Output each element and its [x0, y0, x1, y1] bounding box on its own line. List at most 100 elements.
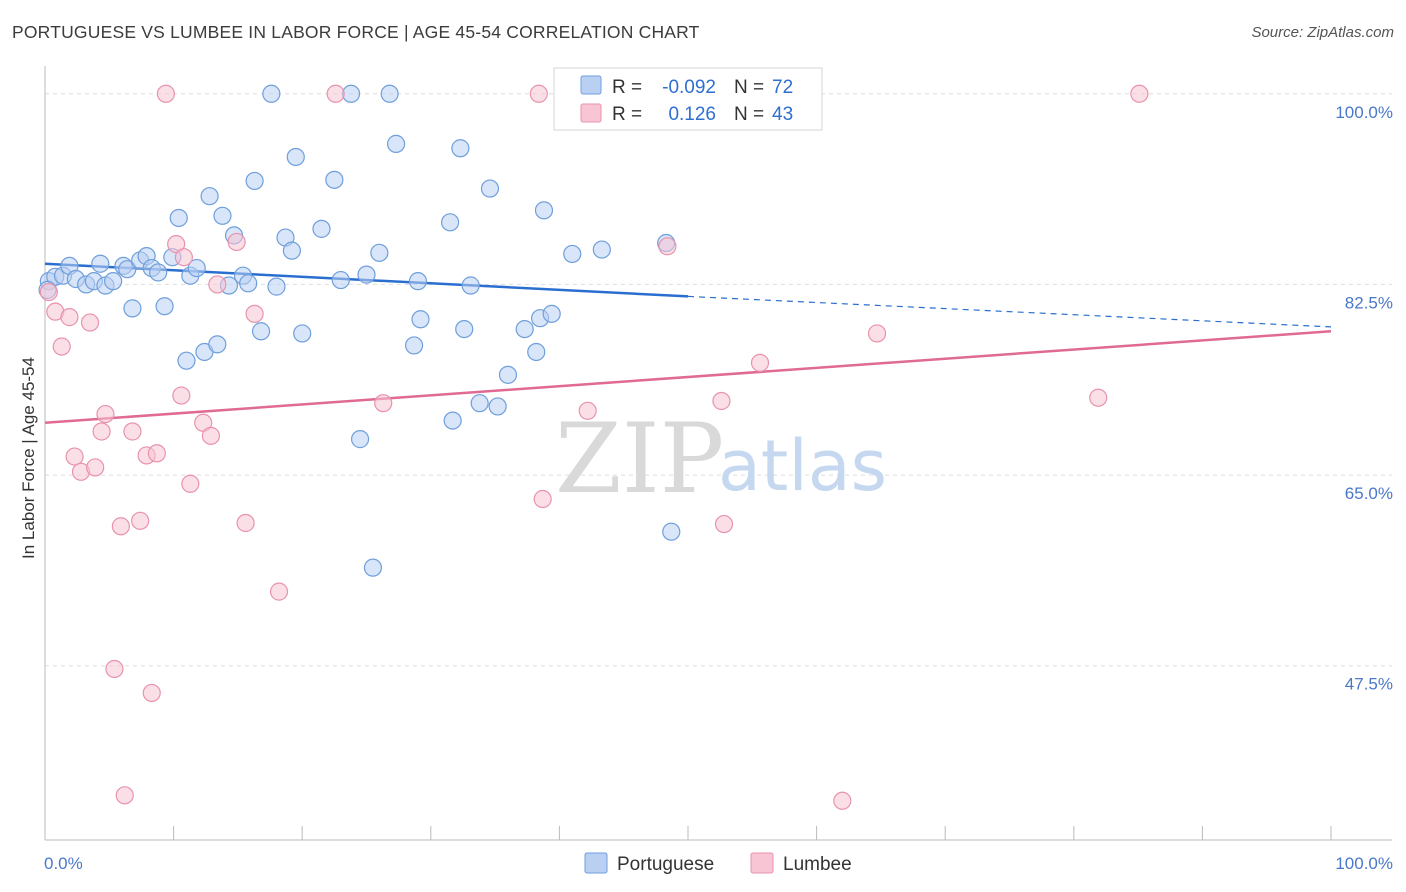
point-portuguese-65	[542, 304, 561, 323]
point-lumbee-25	[208, 275, 227, 294]
watermark-zip: ZIP	[555, 403, 724, 515]
legend-n-label-portuguese: N =	[734, 77, 764, 98]
point-portuguese-41	[331, 270, 350, 290]
point-portuguese-37	[293, 324, 312, 343]
point-portuguese-58	[480, 179, 500, 198]
point-lumbee-16	[142, 683, 161, 703]
point-lumbee-41	[1089, 388, 1108, 407]
point-lumbee-28	[245, 304, 264, 323]
point-portuguese-46	[370, 243, 389, 262]
bottom-legend-swatch-portuguese	[584, 852, 608, 874]
point-portuguese-35	[282, 241, 302, 260]
point-lumbee-32	[529, 84, 548, 103]
legend-r-value-lumbee: 0.126	[668, 104, 716, 125]
point-portuguese-7	[91, 254, 110, 273]
point-portuguese-48	[386, 134, 406, 153]
point-lumbee-26	[227, 232, 246, 252]
point-lumbee-34	[578, 401, 597, 420]
point-portuguese-31	[245, 171, 264, 191]
legend-n-value-lumbee: 43	[772, 104, 793, 125]
trend-lines	[44, 262, 1332, 425]
x-tick-label-1: 100.0%	[1335, 854, 1393, 873]
point-portuguese-12	[123, 299, 142, 318]
point-lumbee-33	[533, 489, 552, 509]
point-portuguese-22	[187, 258, 206, 278]
point-lumbee-8	[92, 422, 111, 441]
y-tick-label-2: 82.5%	[1345, 293, 1393, 312]
point-portuguese-57	[470, 394, 489, 413]
point-portuguese-30	[239, 274, 258, 293]
legend: R = -0.092 N = 72 R = 0.126 N = 43	[553, 67, 823, 131]
point-portuguese-16	[149, 263, 168, 282]
point-lumbee-38	[750, 353, 770, 372]
point-lumbee-35	[658, 237, 677, 256]
point-portuguese-19	[169, 208, 188, 228]
point-portuguese-26	[213, 206, 232, 225]
point-portuguese-62	[527, 342, 546, 362]
source-label: Source: ZipAtlas.com	[1251, 24, 1394, 41]
point-portuguese-20	[177, 351, 196, 370]
point-portuguese-47	[380, 84, 399, 103]
point-lumbee-12	[115, 786, 134, 805]
point-portuguese-42	[341, 84, 361, 103]
point-lumbee-10	[105, 659, 124, 679]
watermark-atlas: atlas	[718, 425, 887, 507]
point-lumbee-2	[52, 337, 71, 356]
point-lumbee-37	[714, 514, 734, 534]
point-lumbee-42	[1130, 84, 1149, 103]
point-portuguese-50	[408, 272, 428, 291]
point-portuguese-66	[563, 244, 582, 264]
point-lumbee-18	[156, 84, 175, 103]
point-portuguese-54	[451, 139, 470, 158]
point-lumbee-24	[201, 426, 220, 445]
legend-r-value-portuguese: -0.092	[662, 77, 716, 98]
point-lumbee-9	[96, 404, 115, 424]
point-portuguese-39	[312, 219, 331, 238]
watermark: ZIP atlas	[555, 403, 887, 515]
data-points	[38, 84, 1149, 810]
point-lumbee-29	[269, 582, 289, 601]
legend-swatch-portuguese	[580, 75, 602, 95]
point-portuguese-43	[350, 430, 370, 449]
point-lumbee-20	[172, 386, 191, 405]
legend-r-label-lumbee: R =	[612, 104, 642, 125]
point-lumbee-22	[181, 474, 200, 493]
point-lumbee-6	[80, 313, 100, 332]
point-lumbee-30	[326, 84, 345, 103]
point-portuguese-59	[488, 397, 507, 416]
point-portuguese-53	[443, 411, 462, 430]
y-tick-label-3: 100.0%	[1335, 103, 1393, 122]
point-portuguese-56	[461, 276, 480, 295]
point-lumbee-0	[39, 282, 58, 302]
point-lumbee-31	[374, 394, 393, 413]
point-portuguese-33	[267, 277, 286, 296]
x-tick-label-0: 0.0%	[44, 854, 83, 873]
point-lumbee-27	[236, 513, 255, 533]
point-lumbee-11	[111, 517, 130, 536]
axes	[44, 66, 1392, 841]
bottom-legend-swatch-lumbee	[750, 852, 774, 874]
point-portuguese-44	[357, 265, 376, 284]
bottom-legend: Portuguese Lumbee	[584, 852, 852, 875]
point-lumbee-7	[86, 458, 105, 477]
bottom-legend-label-lumbee: Lumbee	[783, 854, 852, 875]
point-portuguese-64	[534, 201, 554, 220]
trend-line-portuguese-extension	[687, 295, 1332, 328]
point-lumbee-4	[65, 447, 84, 466]
legend-swatch-lumbee	[580, 103, 602, 123]
trend-line-lumbee	[44, 330, 1332, 425]
point-portuguese-36	[286, 147, 305, 167]
point-lumbee-13	[123, 422, 142, 441]
point-portuguese-17	[155, 297, 174, 316]
point-portuguese-11	[118, 260, 137, 279]
point-portuguese-70	[662, 522, 681, 541]
point-portuguese-49	[404, 336, 424, 355]
legend-r-label-portuguese: R =	[612, 77, 642, 98]
chart-title: PORTUGUESE VS LUMBEE IN LABOR FORCE | AG…	[12, 22, 700, 42]
y-tick-label-0: 47.5%	[1345, 675, 1393, 694]
point-lumbee-14	[131, 511, 150, 530]
point-lumbee-36	[712, 391, 731, 411]
point-portuguese-51	[411, 310, 430, 329]
y-tick-labels: 47.5% 65.0% 82.5% 100.0%	[1335, 103, 1393, 694]
point-portuguese-9	[104, 272, 123, 291]
